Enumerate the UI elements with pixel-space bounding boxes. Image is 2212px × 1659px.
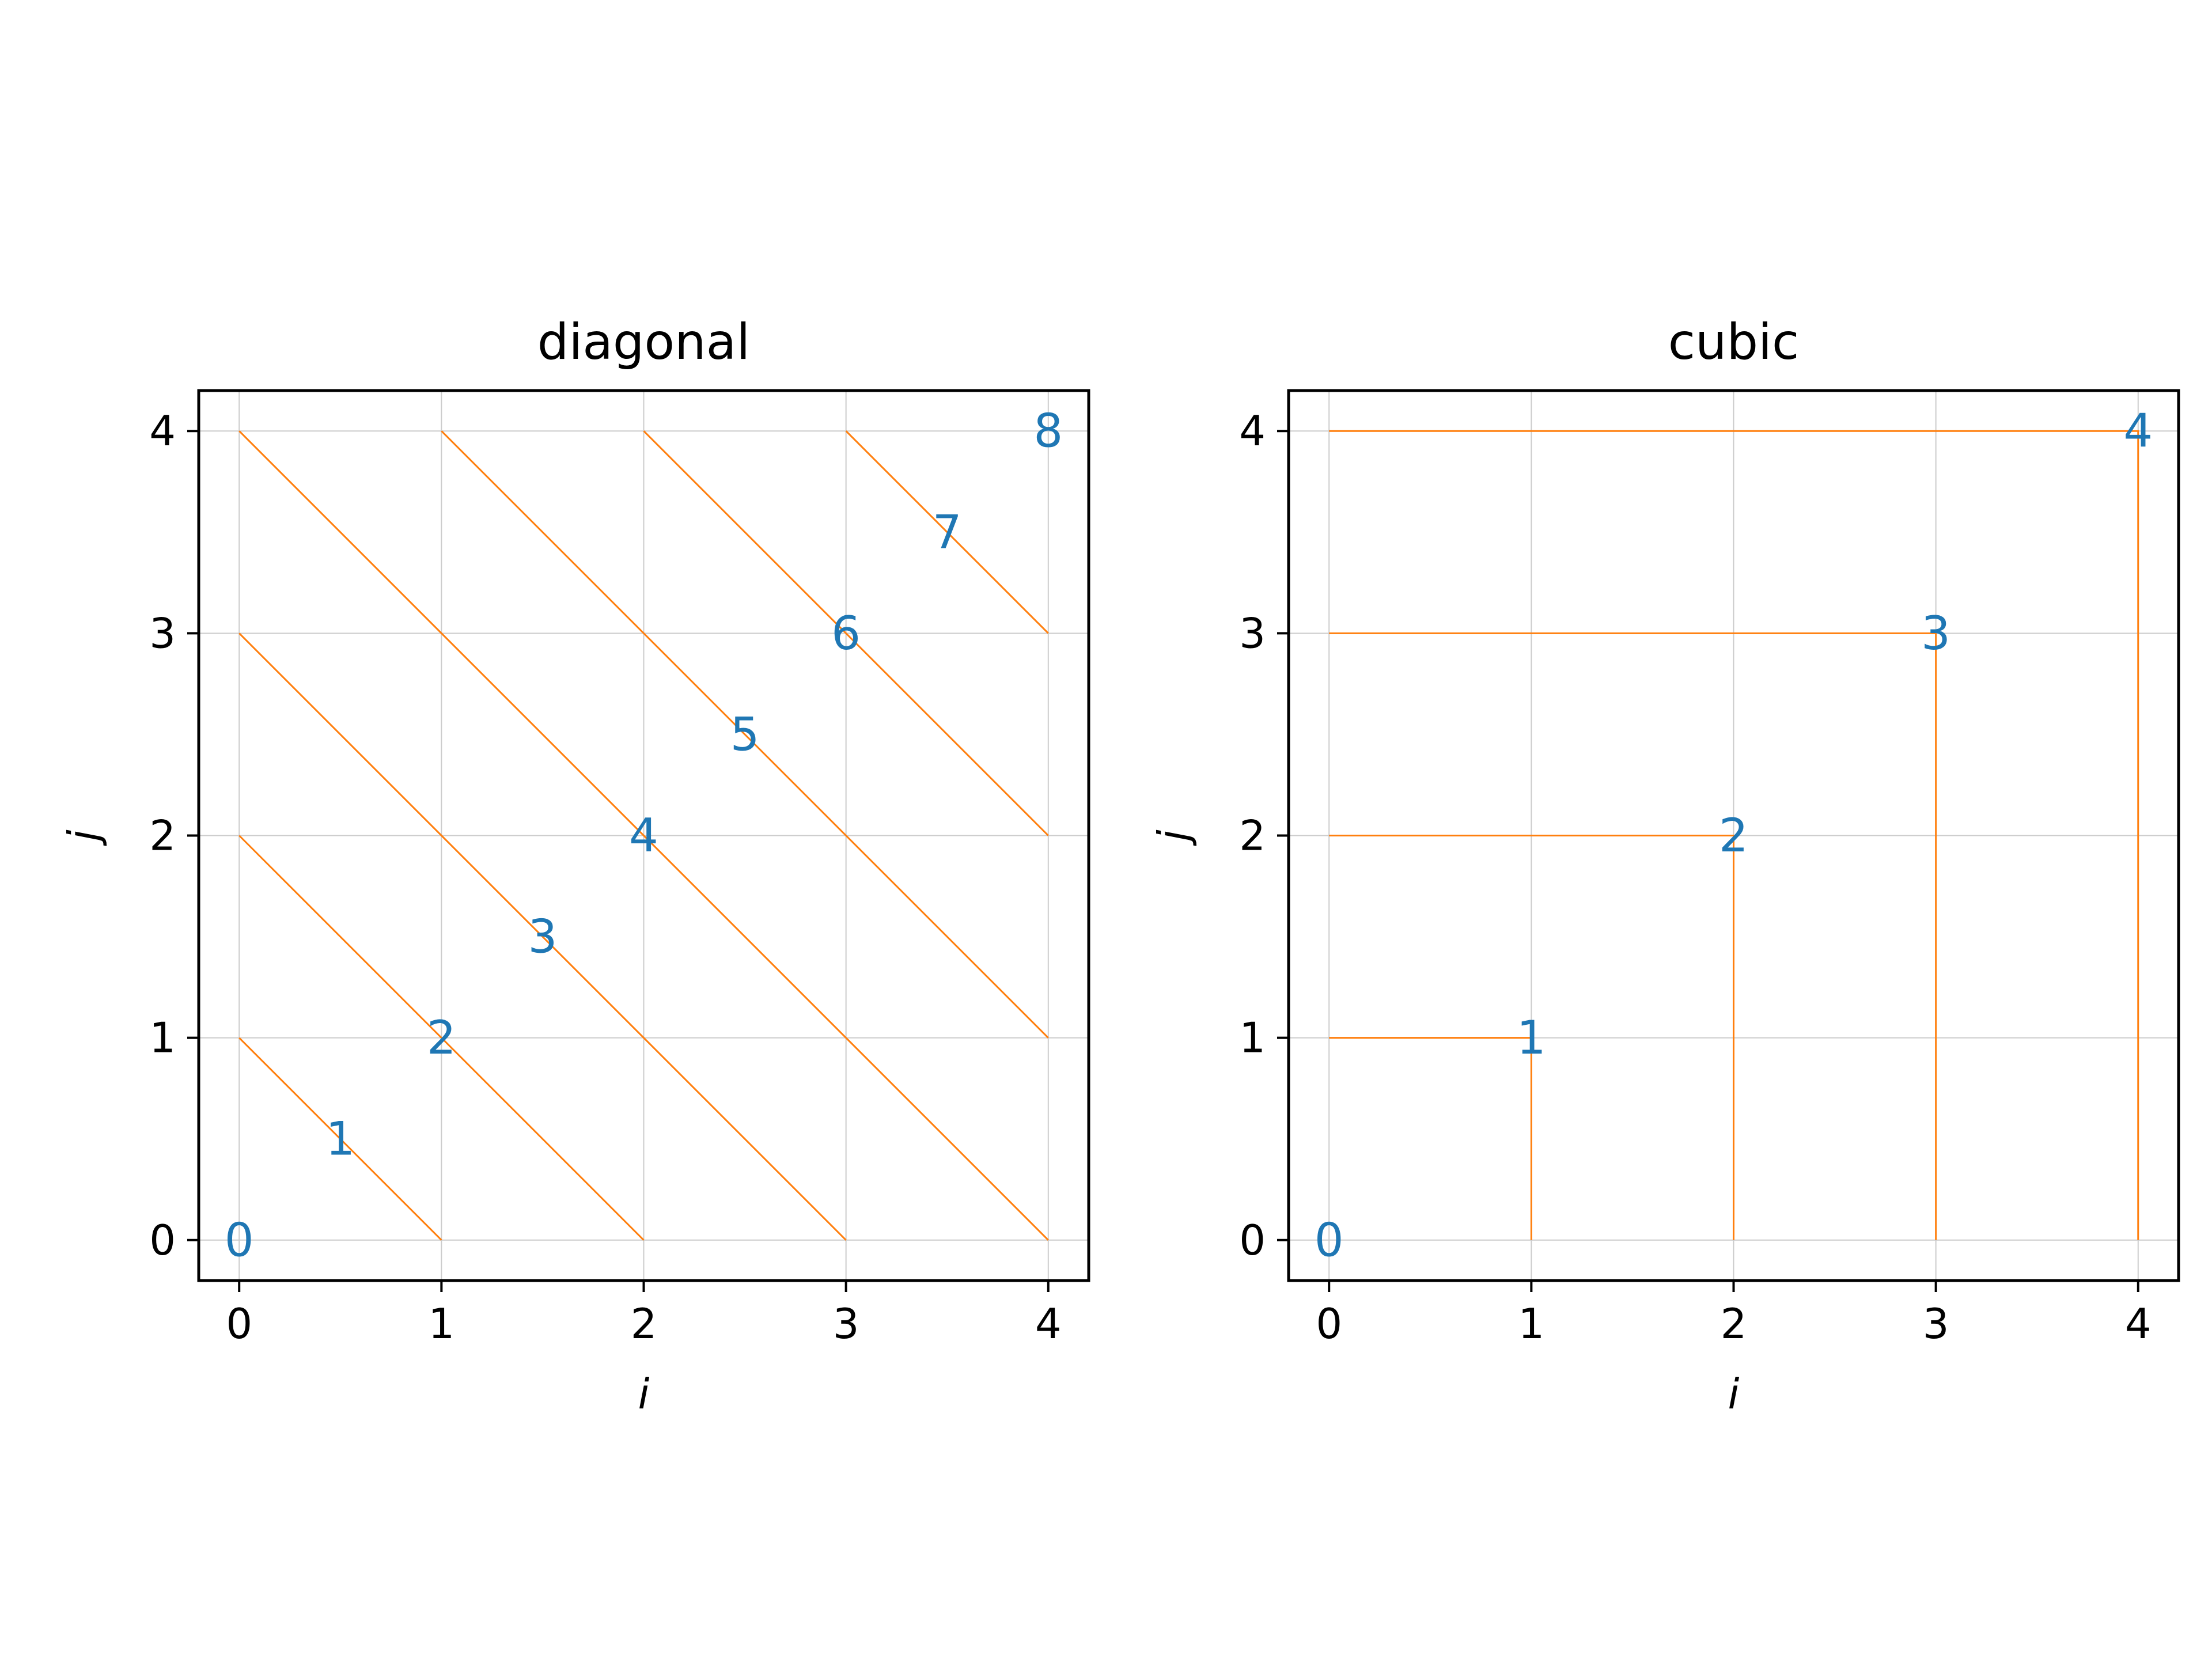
series-line bbox=[643, 430, 1049, 836]
y-tick-label: 2 bbox=[149, 812, 176, 860]
data-label: 5 bbox=[730, 707, 760, 761]
data-label: 1 bbox=[1517, 1011, 1546, 1065]
x-axis-label: i bbox=[1728, 1370, 1739, 1418]
y-tick-label: 1 bbox=[149, 1014, 176, 1062]
x-tick-label: 1 bbox=[1518, 1300, 1544, 1348]
data-label: 8 bbox=[1033, 404, 1063, 458]
series-line bbox=[1329, 430, 2139, 1240]
data-label: 1 bbox=[325, 1112, 355, 1166]
data-label: 2 bbox=[427, 1011, 456, 1065]
series-line bbox=[1329, 835, 1734, 1240]
series-line bbox=[238, 1037, 442, 1241]
x-tick-label: 1 bbox=[428, 1300, 454, 1348]
x-tick-label: 0 bbox=[226, 1300, 252, 1348]
data-label: 2 bbox=[1719, 809, 1748, 862]
x-tick-label: 4 bbox=[1035, 1300, 1062, 1348]
y-tick-label: 3 bbox=[149, 609, 176, 657]
y-tick-label: 1 bbox=[1239, 1014, 1266, 1062]
chart-title: diagonal bbox=[537, 313, 751, 371]
data-label: 3 bbox=[528, 910, 557, 964]
series-line bbox=[238, 430, 1049, 1241]
x-tick-label: 3 bbox=[1923, 1300, 1949, 1348]
x-tick-label: 0 bbox=[1316, 1300, 1342, 1348]
y-tick-label: 3 bbox=[1239, 609, 1266, 657]
y-tick-label: 4 bbox=[149, 407, 176, 455]
data-label: 7 bbox=[933, 505, 962, 559]
x-axis-label: i bbox=[638, 1370, 649, 1418]
x-tick-label: 2 bbox=[631, 1300, 657, 1348]
y-tick-label: 0 bbox=[149, 1216, 176, 1264]
data-label: 4 bbox=[629, 809, 658, 862]
series-line bbox=[1329, 632, 1937, 1240]
y-tick-label: 0 bbox=[1239, 1216, 1266, 1264]
y-tick-label: 2 bbox=[1239, 812, 1266, 860]
series-line bbox=[441, 430, 1049, 1039]
y-tick-label: 4 bbox=[1239, 407, 1266, 455]
data-label: 6 bbox=[831, 607, 861, 660]
series-line bbox=[238, 632, 847, 1241]
x-tick-label: 2 bbox=[1721, 1300, 1747, 1348]
series-line bbox=[238, 835, 645, 1241]
series-line bbox=[1329, 1037, 1532, 1240]
series-line bbox=[845, 430, 1049, 634]
data-label: 0 bbox=[225, 1213, 254, 1267]
data-label: 4 bbox=[2123, 404, 2153, 458]
chart-title: cubic bbox=[1668, 313, 1800, 371]
x-tick-label: 3 bbox=[833, 1300, 859, 1348]
x-tick-label: 4 bbox=[2125, 1300, 2152, 1348]
data-label: 0 bbox=[1315, 1213, 1344, 1267]
data-label: 3 bbox=[1921, 607, 1950, 660]
